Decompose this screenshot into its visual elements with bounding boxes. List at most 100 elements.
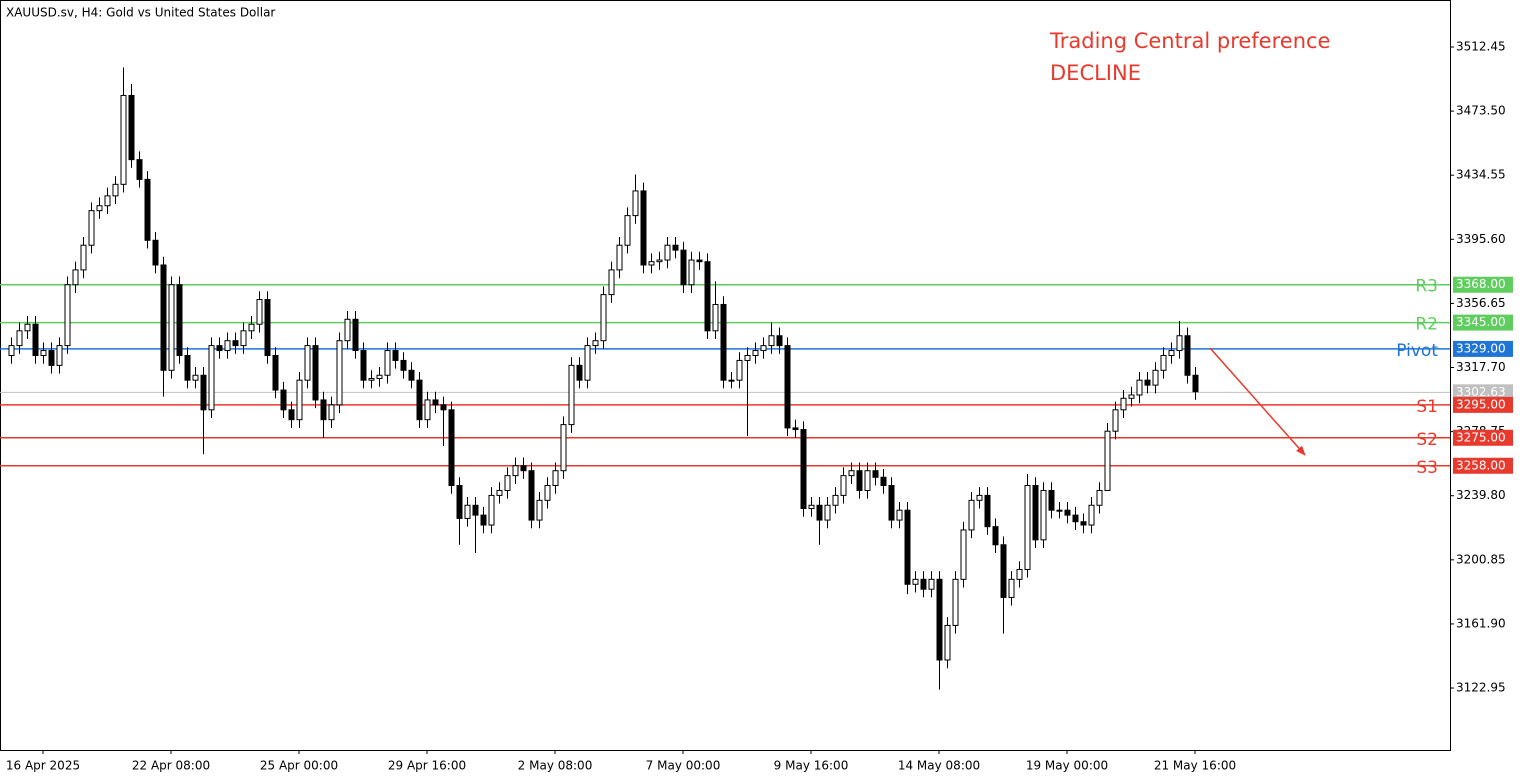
candle-body bbox=[432, 399, 439, 406]
candle-body bbox=[896, 509, 903, 521]
candle-body bbox=[624, 215, 631, 246]
candle-body bbox=[88, 210, 95, 246]
candle-body bbox=[1184, 335, 1191, 376]
candle-body bbox=[680, 249, 687, 286]
candle-body bbox=[632, 190, 639, 217]
candle-body bbox=[1032, 485, 1039, 541]
candle-body bbox=[96, 205, 103, 212]
candle-body bbox=[424, 399, 431, 421]
candle-body bbox=[840, 475, 847, 496]
candle-body bbox=[544, 485, 551, 501]
x-tick-label: 2 May 08:00 bbox=[518, 759, 593, 773]
y-tick-label: 3200.85 bbox=[1456, 552, 1506, 566]
candle-body bbox=[1144, 379, 1151, 386]
y-tick-label: 3122.95 bbox=[1456, 681, 1506, 695]
level-name: R3 bbox=[1415, 277, 1438, 297]
chart-title: XAUUSD.sv, H4: Gold vs United States Dol… bbox=[6, 6, 275, 20]
candle-body bbox=[800, 429, 807, 510]
candle-body bbox=[136, 159, 143, 180]
candle-body bbox=[736, 359, 743, 381]
candle-body bbox=[328, 404, 335, 421]
candle-body bbox=[1192, 374, 1199, 393]
candle-body bbox=[232, 340, 239, 347]
y-tick-label: 3434.55 bbox=[1456, 168, 1506, 182]
candle-body bbox=[312, 345, 319, 401]
candle-body bbox=[976, 494, 983, 501]
candle-body bbox=[80, 244, 87, 271]
level-name: S2 bbox=[1416, 430, 1438, 450]
candle-body bbox=[104, 195, 111, 207]
candle-body bbox=[536, 499, 543, 521]
candle-body bbox=[128, 94, 135, 161]
candle-body bbox=[344, 318, 351, 342]
candle-body bbox=[272, 354, 279, 391]
candle-body bbox=[256, 299, 263, 325]
candle-body bbox=[1056, 509, 1063, 512]
candle-body bbox=[56, 345, 63, 366]
x-tick-label: 22 Apr 08:00 bbox=[132, 759, 210, 773]
candle-body bbox=[120, 94, 127, 185]
candle-body bbox=[1096, 489, 1103, 506]
candle-body bbox=[224, 340, 231, 352]
candle-body bbox=[512, 465, 519, 477]
candle-body bbox=[832, 494, 839, 506]
level-price-box bbox=[1453, 457, 1513, 474]
candle-body bbox=[928, 578, 935, 590]
level-price-box bbox=[1453, 396, 1513, 413]
candle-body bbox=[480, 514, 487, 526]
candle-body bbox=[768, 335, 775, 347]
y-tick-label: 3473.50 bbox=[1456, 104, 1506, 118]
candle-body bbox=[992, 526, 999, 546]
candle-body bbox=[176, 284, 183, 356]
candle-body bbox=[208, 345, 215, 411]
candle-body bbox=[984, 494, 991, 528]
candle-body bbox=[728, 379, 735, 382]
level-price-box bbox=[1453, 276, 1513, 293]
current-price-label: 3302.63 bbox=[1456, 385, 1506, 399]
candle-body bbox=[304, 345, 311, 381]
candle-body bbox=[704, 261, 711, 332]
candle-body bbox=[640, 190, 647, 266]
candle-body bbox=[360, 350, 367, 381]
candle-body bbox=[656, 259, 663, 263]
candle-body bbox=[712, 303, 719, 332]
current-price-box bbox=[1453, 384, 1513, 401]
candle-body bbox=[416, 379, 423, 421]
candle-body bbox=[1152, 369, 1159, 386]
candle-body bbox=[496, 489, 503, 496]
candle-body bbox=[408, 369, 415, 381]
candle-body bbox=[792, 427, 799, 431]
y-tick-label: 3356.65 bbox=[1456, 296, 1506, 310]
y-tick-label: 3317.70 bbox=[1456, 360, 1506, 374]
candle-body bbox=[1088, 504, 1095, 526]
candle-body bbox=[1136, 379, 1143, 396]
candle-body bbox=[688, 259, 695, 286]
candle-body bbox=[64, 284, 71, 347]
candle-body bbox=[1040, 489, 1047, 541]
level-price-box bbox=[1453, 314, 1513, 331]
candle-body bbox=[48, 350, 55, 366]
level-name: S1 bbox=[1416, 397, 1438, 417]
level-price-label: 3275.00 bbox=[1456, 430, 1506, 444]
forecast-arrow bbox=[1209, 347, 1306, 456]
level-price-label: 3345.00 bbox=[1456, 315, 1506, 329]
x-tick-label: 29 Apr 16:00 bbox=[388, 759, 466, 773]
candle-body bbox=[456, 485, 463, 519]
candle-body bbox=[400, 359, 407, 371]
candle-body bbox=[336, 340, 343, 406]
candle-body bbox=[240, 330, 247, 347]
y-tick-label: 3395.60 bbox=[1456, 232, 1506, 246]
candle-body bbox=[960, 529, 967, 580]
candle-body bbox=[648, 261, 655, 266]
candle-body bbox=[872, 470, 879, 478]
candle-body bbox=[848, 470, 855, 477]
candle-body bbox=[160, 264, 167, 371]
candle-body bbox=[352, 318, 359, 352]
candle-body bbox=[1112, 409, 1119, 432]
candle-body bbox=[184, 354, 191, 381]
candle-body bbox=[664, 244, 671, 261]
level-price-box bbox=[1453, 340, 1513, 357]
candle-body bbox=[248, 323, 255, 332]
candle-body bbox=[112, 183, 119, 197]
level-name: R2 bbox=[1415, 315, 1438, 335]
